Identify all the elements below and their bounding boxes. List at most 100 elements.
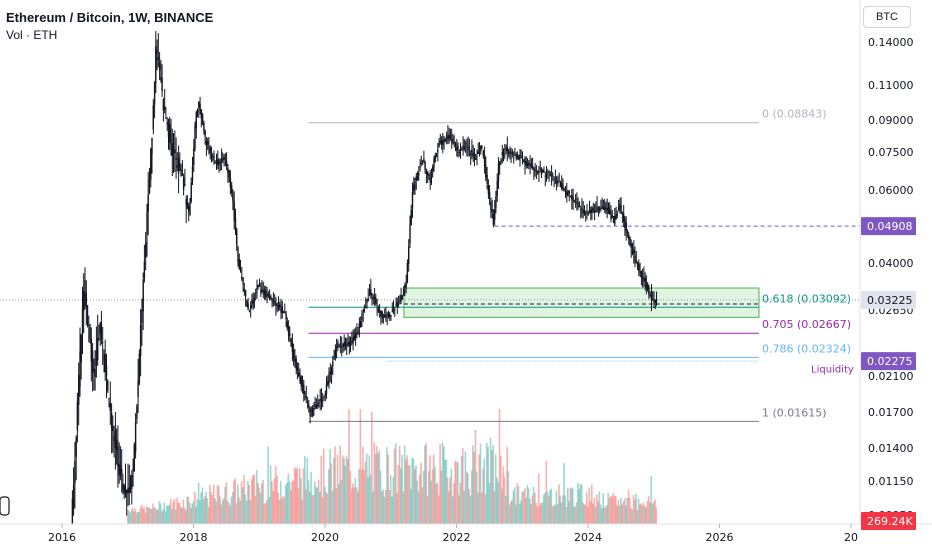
volume-bar xyxy=(386,447,388,524)
candle-body xyxy=(287,326,290,336)
volume-bar xyxy=(334,446,336,524)
volume-bar xyxy=(541,502,544,524)
candle-body xyxy=(258,284,261,286)
candle-body xyxy=(447,134,449,141)
candle-body xyxy=(454,143,457,146)
volume-bar xyxy=(388,490,391,524)
volume-bar xyxy=(446,477,449,524)
candle-body xyxy=(385,315,387,319)
candle-body xyxy=(391,310,393,312)
volume-bar xyxy=(527,488,530,524)
time-tick-label: 2020 xyxy=(311,531,339,544)
volume-bar xyxy=(510,501,512,524)
volume-bar xyxy=(520,500,522,524)
candle-body xyxy=(571,195,573,200)
candle-body xyxy=(284,312,286,313)
volume-bar xyxy=(204,496,206,524)
volume-bar xyxy=(369,474,372,524)
candle-body xyxy=(502,153,505,157)
volume-bar xyxy=(548,495,550,524)
candle-body xyxy=(109,403,111,411)
volume-bar xyxy=(242,487,244,524)
volume-bar xyxy=(230,496,233,524)
candle-body xyxy=(610,212,612,220)
volume-bar xyxy=(350,488,353,524)
volume-bar xyxy=(598,491,601,524)
candle-body xyxy=(341,346,343,348)
volume-bar xyxy=(611,496,613,524)
candle-body xyxy=(352,337,354,344)
candle-body xyxy=(634,255,636,260)
candle-body xyxy=(122,483,124,491)
candle-body xyxy=(179,163,181,171)
volume-bar xyxy=(522,491,525,524)
currency-button[interactable]: BTC xyxy=(863,6,911,28)
candle-body xyxy=(620,205,622,212)
candle-body xyxy=(89,327,91,339)
candle-body xyxy=(654,300,656,303)
candle-body xyxy=(588,209,591,214)
volume-bar xyxy=(644,506,646,524)
volume-bar xyxy=(622,501,625,524)
candle-body xyxy=(150,148,152,180)
volume-bar xyxy=(382,489,384,524)
volume-bar xyxy=(501,488,503,524)
candle-body xyxy=(346,344,348,346)
candle-body xyxy=(505,148,507,149)
candle-body xyxy=(299,375,301,382)
volume-bar xyxy=(161,511,163,524)
volume-bar xyxy=(479,443,482,524)
candle-body xyxy=(268,296,271,300)
volume-bar xyxy=(229,505,231,524)
volume-bar xyxy=(438,495,440,524)
volume-bar xyxy=(224,486,226,524)
candle-body xyxy=(614,216,616,225)
symbol-title[interactable]: Ethereum / Bitcoin, 1W, BINANCE xyxy=(6,10,214,25)
candle-body xyxy=(131,475,133,490)
candle-body xyxy=(325,383,328,394)
volume-bar xyxy=(641,505,644,524)
candle-body xyxy=(471,149,473,153)
candle-body xyxy=(225,160,228,166)
candle-body xyxy=(301,380,304,387)
volume-bar xyxy=(321,497,324,524)
candle-body xyxy=(247,303,249,310)
volume-bar xyxy=(364,461,367,524)
candle-body xyxy=(574,199,577,201)
candle-body xyxy=(464,143,467,145)
volume-bar xyxy=(459,482,462,524)
volume-bar xyxy=(457,462,459,524)
candle-body xyxy=(205,140,208,146)
volume-bar xyxy=(139,507,142,524)
volume-bar xyxy=(392,477,395,524)
candle-body xyxy=(153,82,156,105)
candle-body xyxy=(298,372,300,376)
volume-indicator-label[interactable]: Vol · ETH xyxy=(6,28,58,42)
volume-bar xyxy=(454,460,456,524)
volume-bar xyxy=(153,507,156,524)
volume-value-label-bg xyxy=(861,512,916,530)
candle-body xyxy=(329,371,331,374)
candle-body xyxy=(602,205,605,210)
candle-body xyxy=(496,180,498,197)
candle-body xyxy=(204,130,206,137)
volume-bar xyxy=(278,499,281,524)
candle-body xyxy=(633,250,635,254)
fib-level-1-label: 1 (0.01615) xyxy=(762,406,827,419)
volume-bar xyxy=(395,443,397,524)
price-tick-label: 0.06000 xyxy=(868,184,914,197)
candle-body xyxy=(166,122,168,125)
candle-body xyxy=(472,152,474,157)
volume-bar xyxy=(279,480,282,524)
volume-bar xyxy=(448,491,450,524)
candle-body xyxy=(223,156,225,160)
candle-body xyxy=(232,193,234,202)
candle-body xyxy=(262,290,264,292)
volume-bar xyxy=(463,491,465,524)
volume-bar xyxy=(518,503,521,524)
candle-body xyxy=(573,200,575,202)
volume-bar xyxy=(503,476,506,524)
volume-bar xyxy=(596,494,598,524)
